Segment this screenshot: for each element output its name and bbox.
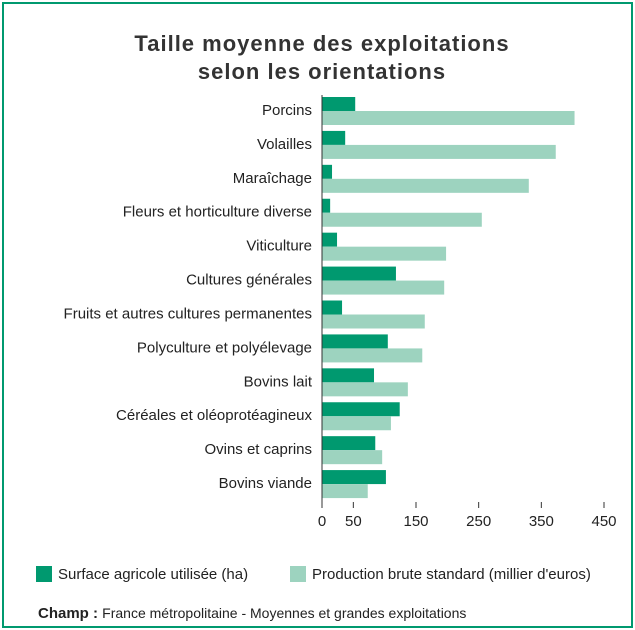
bar [322,246,447,261]
y-tick-label: Volailles [257,136,312,153]
bar [322,178,529,193]
x-tick-label: 150 [403,513,428,530]
legend-swatch [36,566,52,582]
bar [322,348,423,363]
bar [322,450,383,465]
bar [322,416,391,431]
bar [322,382,408,397]
bar [322,368,375,383]
x-tick-label: 450 [591,513,616,530]
legend-label: Surface agricole utilisée (ha) [58,566,248,583]
footnote-text: France métropolitaine - Moyennes et gran… [102,605,466,621]
bar [322,266,396,281]
y-tick-label: Céréales et oléoprotéagineux [116,407,312,424]
bar [322,470,386,485]
bar [322,484,368,499]
bar [322,198,331,213]
footnote-label: Champ : [38,605,98,622]
bar [322,212,482,227]
y-tick-label: Cultures générales [186,272,312,289]
y-tick-label: Bovins viande [219,475,312,492]
x-tick-label: 250 [466,513,491,530]
bar [322,300,343,315]
y-tick-label: Polyculture et polyélevage [137,339,312,356]
x-tick-label: 50 [345,513,362,530]
x-tick-label: 0 [318,513,326,530]
footnote: Champ : France métropolitaine - Moyennes… [38,605,466,622]
bar [322,164,333,179]
legend-swatch [290,566,306,582]
bar [322,111,575,125]
bar [322,97,356,111]
bar [322,232,338,247]
y-tick-label: Viticulture [246,238,312,255]
bar [322,334,388,349]
bar [322,280,445,295]
bar [322,144,556,159]
legend-label: Production brute standard (millier d'eur… [312,566,591,583]
y-tick-label: Ovins et caprins [204,441,312,458]
bar [322,402,400,417]
x-tick-label: 350 [529,513,554,530]
y-tick-label: Bovins lait [244,373,313,390]
y-tick-label: Fleurs et horticulture diverse [123,204,312,221]
chart-title: selon les orientations [198,59,446,84]
y-tick-label: Maraîchage [233,170,312,187]
chart-title: Taille moyenne des exploitations [134,31,509,56]
bar [322,314,425,329]
y-tick-label: Fruits et autres cultures permanentes [64,305,312,322]
bar [322,436,376,451]
y-tick-label: Porcins [262,102,312,119]
bar [322,130,346,145]
